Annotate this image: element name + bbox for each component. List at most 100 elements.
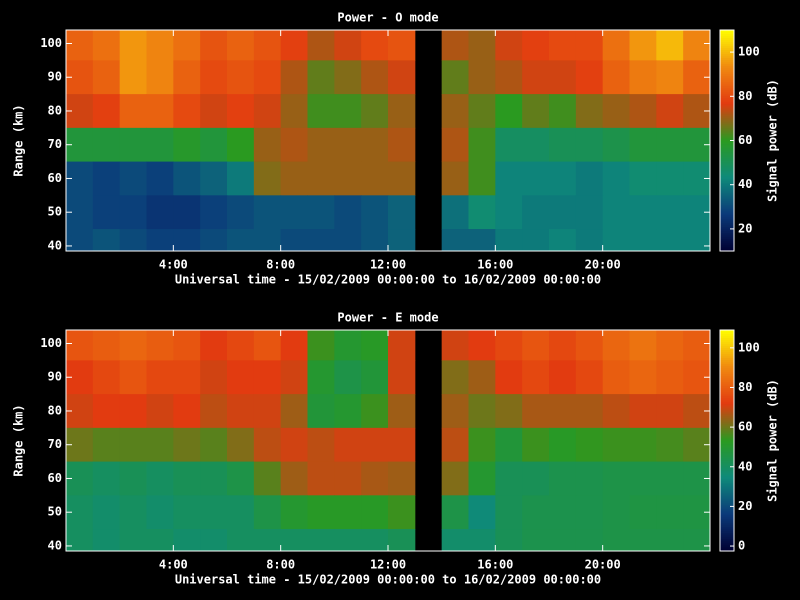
- colorbar-swatch: [720, 522, 734, 526]
- heatmap-cell: [441, 127, 469, 163]
- colorbar-swatch: [720, 52, 734, 55]
- heatmap-cell: [280, 60, 308, 95]
- heatmap-cell: [361, 529, 389, 551]
- y-tick-label: 70: [48, 437, 62, 451]
- heatmap-cell: [253, 495, 282, 530]
- heatmap-cell: [549, 195, 577, 230]
- colorbar-tick-label: 20: [738, 221, 752, 235]
- heatmap-cell: [227, 495, 255, 530]
- heatmap-cell: [200, 529, 228, 551]
- heatmap-cell: [468, 229, 496, 251]
- colorbar-swatch: [720, 454, 734, 458]
- colorbar-swatch: [720, 422, 734, 426]
- heatmap-cell: [119, 461, 147, 496]
- heatmap-cell: [307, 60, 335, 95]
- y-tick-label: 90: [48, 70, 62, 84]
- colorbar-swatch: [720, 458, 734, 462]
- y-tick-label: 60: [48, 471, 62, 485]
- y-tick-label: 100: [40, 336, 62, 350]
- colorbar-swatch: [720, 114, 734, 117]
- heatmap-cell: [629, 427, 657, 463]
- heatmap-cell: [334, 330, 362, 361]
- heatmap-cell: [146, 360, 174, 395]
- colorbar-swatch: [720, 86, 734, 89]
- y-tick-label: 70: [48, 137, 62, 151]
- colorbar-swatch: [720, 486, 734, 490]
- x-tick-label: 4:00: [159, 258, 188, 272]
- heatmap-cell: [388, 394, 416, 429]
- x-axis-label: Universal time - 15/02/2009 00:00:00 to …: [175, 573, 601, 587]
- y-tick-label: 40: [48, 538, 62, 552]
- colorbar-swatch: [720, 216, 734, 220]
- colorbar-swatch: [720, 136, 734, 140]
- heatmap-cell: [334, 94, 362, 129]
- colorbar-swatch: [720, 512, 734, 516]
- colorbar-swatch: [720, 174, 734, 178]
- heatmap-cell: [468, 195, 496, 230]
- colorbar-swatch: [720, 540, 734, 544]
- heatmap-cell: [495, 30, 523, 61]
- heatmap-cell: [200, 30, 228, 61]
- x-tick-label: 12:00: [370, 558, 406, 572]
- colorbar-swatch: [720, 34, 734, 37]
- heatmap-cells: [66, 330, 710, 551]
- heatmap-cell: [602, 427, 630, 463]
- heatmap-cell: [549, 127, 577, 163]
- heatmap-cell: [253, 529, 282, 551]
- colorbar-swatch: [720, 408, 734, 411]
- colorbar-swatch: [720, 404, 734, 407]
- y-tick-label: 40: [48, 238, 62, 252]
- colorbar-swatch: [720, 380, 734, 383]
- colorbar-tick-label: 40: [738, 177, 752, 191]
- heatmap-cell: [307, 127, 335, 163]
- heatmap-cell: [629, 161, 657, 196]
- colorbar-swatch: [720, 240, 734, 244]
- heatmap-cell: [441, 60, 469, 95]
- heatmap-cell: [602, 30, 630, 61]
- heatmap-cell: [361, 60, 389, 95]
- colorbar-tick-label: 60: [738, 420, 752, 434]
- heatmap-cell: [656, 495, 684, 530]
- heatmap-cell: [173, 360, 201, 395]
- colorbar-swatch: [720, 506, 734, 510]
- heatmap-cell: [307, 461, 335, 496]
- heatmap-cell: [173, 461, 201, 496]
- colorbar-swatch: [720, 176, 734, 180]
- heatmap-cell: [173, 60, 201, 95]
- heatmap-cell: [388, 161, 416, 196]
- x-tick-label: 20:00: [585, 258, 621, 272]
- colorbar-swatch: [720, 398, 734, 401]
- heatmap-cell: [683, 229, 710, 251]
- heatmap-cell: [334, 127, 362, 163]
- heatmap-cell: [334, 461, 362, 496]
- heatmap-cell: [280, 94, 308, 129]
- heatmap-cell: [549, 94, 577, 129]
- heatmap-cell: [92, 330, 121, 361]
- heatmap-cell: [656, 60, 684, 95]
- heatmap-cell: [307, 529, 335, 551]
- heatmap-cell: [227, 161, 255, 196]
- heatmap-cell: [92, 529, 121, 551]
- colorbar-swatch: [720, 462, 734, 466]
- colorbar-swatch: [720, 66, 734, 69]
- colorbar-swatch: [720, 428, 734, 432]
- colorbar-swatch: [720, 100, 734, 103]
- heatmap-cell: [495, 427, 523, 463]
- heatmap-cell: [602, 360, 630, 395]
- colorbar-swatch: [720, 156, 734, 160]
- colorbar-swatch: [720, 492, 734, 496]
- heatmap-cell: [522, 495, 550, 530]
- heatmap-cell: [66, 529, 94, 551]
- heatmap-cell: [146, 529, 174, 551]
- colorbar-swatch: [720, 534, 734, 538]
- heatmap-cell: [227, 360, 255, 395]
- colorbar-swatch: [720, 370, 734, 373]
- colorbar-swatch: [720, 202, 734, 206]
- colorbar-swatch: [720, 520, 734, 524]
- heatmap-cell: [441, 94, 469, 129]
- colorbar-swatch: [720, 432, 734, 436]
- y-tick-label: 80: [48, 103, 62, 117]
- heatmap-cell: [227, 30, 255, 61]
- heatmap-cell: [602, 495, 630, 530]
- heatmap-cell: [119, 495, 147, 530]
